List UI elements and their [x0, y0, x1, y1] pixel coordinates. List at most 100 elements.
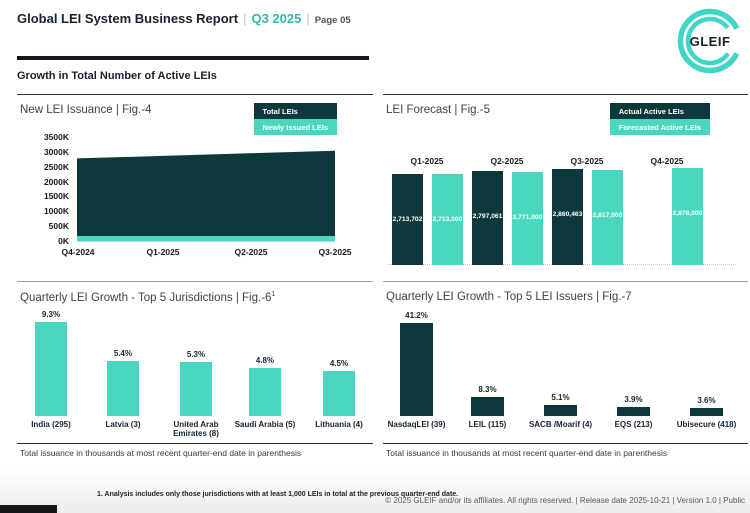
chart-title-footnote-ref: 1	[271, 291, 276, 298]
legend-item-newly-issued-leis: Newly Issued LEIs	[253, 119, 337, 135]
category-label: EQS (213)	[614, 420, 653, 429]
report-title: Global LEI System Business Report	[17, 11, 239, 26]
bar-value-label: 2,713,000	[432, 215, 463, 223]
quarter-label: Q3-2025	[570, 156, 604, 166]
pct-bar	[107, 361, 139, 416]
chart-title: Quarterly LEI Growth - Top 5 Jurisdictio…	[20, 291, 275, 304]
chart-legend: Actual Active LEIs Forecasted Active LEI…	[609, 103, 710, 135]
total-leis-area	[77, 150, 335, 237]
pct-value-label: 4.8%	[255, 355, 275, 365]
chart-panel-lei-forecast: LEI Forecast | Fig.-5 Actual Active LEIs…	[383, 97, 748, 283]
category-label: Lithuania (4)	[315, 420, 363, 429]
y-axis-tick: 3500K	[43, 132, 69, 142]
category-label: United Arab Emirates (8)	[173, 420, 219, 439]
pct-bar	[471, 397, 504, 416]
area-plot	[77, 150, 335, 242]
category-label: Saudi Arabia (5)	[234, 420, 296, 429]
chart-title: New LEI Issuance | Fig.-4	[20, 104, 152, 116]
chart-title: Quarterly LEI Growth - Top 5 LEI Issuers…	[386, 291, 632, 303]
report-period: Q3 2025	[251, 11, 302, 26]
y-axis-tick: 1000K	[43, 206, 69, 217]
pct-value-label: 3.9%	[624, 395, 643, 405]
footnote: 1. Analysis includes only those jurisdic…	[97, 491, 459, 498]
forecast-bar: 2,817,000	[592, 170, 623, 265]
forecast-bar: 2,713,000	[432, 173, 463, 265]
chart-panel-top5-jurisdictions: Quarterly LEI Growth - Top 5 Jurisdictio…	[17, 284, 373, 460]
pct-value-label: 5.1%	[551, 392, 570, 402]
section-heading: Growth in Total Number of Active LEIs	[17, 70, 217, 82]
forecast-bar: 2,771,000	[512, 171, 543, 265]
y-axis-tick: 2000K	[43, 176, 69, 187]
category-label: Latvia (3)	[105, 420, 141, 429]
newly-issued-leis-band	[77, 236, 335, 242]
pct-bar	[180, 362, 212, 416]
pct-value-label: 5.3%	[186, 350, 206, 360]
bar-value-label: 2,797,061	[472, 212, 503, 220]
pct-bar	[617, 407, 650, 416]
chart-panel-top5-lei-issuers: Quarterly LEI Growth - Top 5 LEI Issuers…	[383, 284, 748, 460]
forecast-bar: 2,878,000	[672, 168, 703, 265]
category-label: NasdaqLEI (39)	[387, 420, 446, 429]
footer-background	[0, 468, 750, 513]
pct-value-label: 8.3%	[478, 385, 497, 395]
bar-value-label: 2,878,000	[672, 210, 703, 217]
header-divider: |	[306, 11, 310, 26]
panel-top-rule-right	[383, 94, 748, 95]
pct-bar	[400, 323, 433, 416]
pct-bar	[323, 370, 355, 416]
chart-note: Total issuance in thousands at most rece…	[386, 448, 668, 458]
chart-legend: Total LEIs Newly Issued LEIs	[253, 103, 337, 135]
bar-value-label: 2,860,463	[552, 210, 583, 218]
pct-value-label: 3.6%	[697, 395, 716, 405]
bar-value-label: 2,771,000	[512, 213, 543, 221]
row-divider-left	[17, 281, 373, 282]
quarter-label: Q4-2025	[650, 156, 684, 166]
note-divider	[383, 443, 748, 444]
x-axis-tick: Q2-2025	[234, 247, 268, 257]
pct-bar	[249, 367, 281, 416]
header-divider: |	[243, 11, 247, 26]
report-header: Global LEI System Business Report | Q3 202…	[17, 11, 351, 26]
gleif-logo-icon: GLEIF	[677, 8, 743, 74]
y-axis-tick: 2500K	[43, 161, 69, 172]
header-rule	[17, 56, 369, 60]
category-label: India (295)	[31, 420, 71, 429]
chart-title: LEI Forecast | Fig.-5	[386, 104, 490, 116]
page-number: Page 05	[314, 15, 351, 26]
actual-bar: 2,797,061	[472, 170, 503, 265]
category-label: Ubisecure (418)	[676, 420, 737, 429]
pct-value-label: 9.3%	[41, 310, 61, 319]
y-axis-tick: 3000K	[43, 146, 69, 157]
bar-value-label: 2,713,702	[392, 215, 423, 223]
pct-value-label: 4.5%	[329, 358, 349, 368]
legend-item-actual-active-leis: Actual Active LEIs	[609, 103, 710, 119]
legend-item-total-leis: Total LEIs	[253, 103, 337, 119]
footer-corner-bar	[0, 505, 57, 513]
row-divider-right	[383, 281, 748, 282]
pct-bar	[690, 407, 723, 416]
x-axis-tick: Q3-2025	[318, 247, 352, 257]
actual-bar: 2,713,702	[392, 173, 423, 265]
chart-note: Total issuance in thousands at most rece…	[20, 448, 302, 458]
pct-value-label: 41.2%	[405, 311, 428, 320]
legend-item-forecasted-active-leis: Forecasted Active LEIs	[609, 119, 710, 135]
panel-top-rule-left	[17, 94, 373, 95]
y-axis-tick: 0K	[58, 235, 69, 246]
pct-value-label: 5.4%	[113, 349, 133, 359]
logo-text: GLEIF	[690, 34, 731, 49]
note-divider	[17, 443, 373, 444]
y-axis-tick: 500K	[48, 221, 69, 232]
copyright-line: © 2025 GLEIF and/or its affiliates. All …	[385, 496, 745, 505]
quarter-label: Q1-2025	[410, 156, 444, 166]
category-label: SACB /Moarif (4)	[528, 420, 593, 429]
actual-bar: 2,860,463	[552, 168, 583, 265]
y-axis-tick: 1500K	[43, 191, 69, 202]
chart-title-text: Quarterly LEI Growth - Top 5 Jurisdictio…	[20, 291, 272, 304]
quarter-label: Q2-2025	[490, 156, 524, 166]
chart-panel-new-lei-issuance: New LEI Issuance | Fig.-4 Total LEIs New…	[17, 97, 373, 283]
pct-bar	[544, 404, 577, 416]
category-label: LEIL (115)	[468, 420, 507, 429]
x-axis-tick: Q4-2024	[61, 247, 95, 257]
bar-value-label: 2,817,000	[592, 212, 623, 220]
